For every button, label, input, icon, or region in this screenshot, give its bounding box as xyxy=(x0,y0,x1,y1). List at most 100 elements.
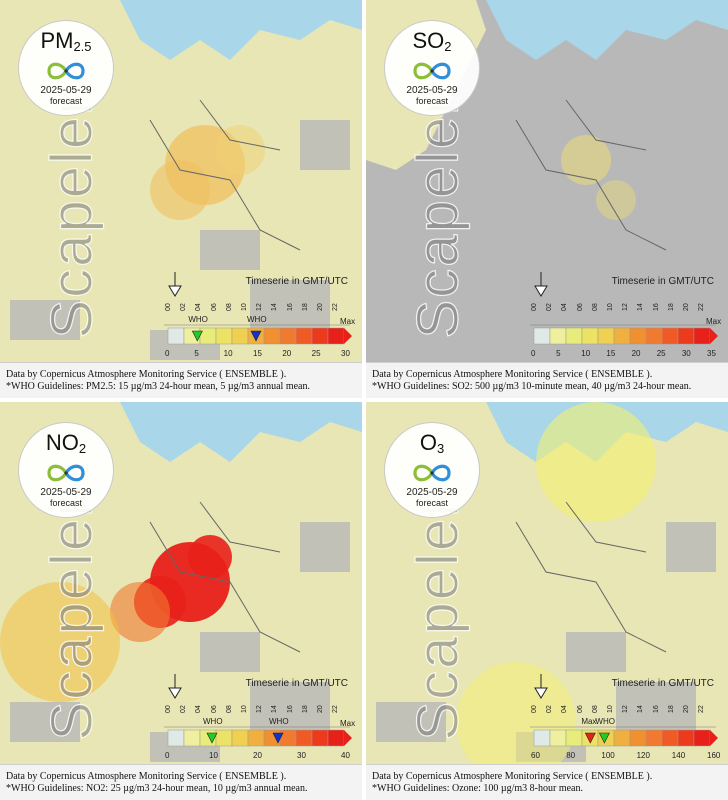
panel-no2: Scapeler NO2 2025-05-29 forecast Timeserie i… xyxy=(0,402,362,800)
scale-tick-label: 30 xyxy=(341,349,350,358)
country-borders xyxy=(515,501,667,653)
scale-swatch xyxy=(295,327,313,345)
hour-label: 08 xyxy=(591,705,599,713)
hour-label: 02 xyxy=(546,303,554,311)
hour-label: 20 xyxy=(317,303,324,311)
scale-swatch xyxy=(167,729,185,747)
scale-swatch xyxy=(565,327,583,345)
scale-swatch xyxy=(167,327,185,345)
hour-label: 20 xyxy=(317,705,324,713)
scale-swatch xyxy=(581,327,599,345)
scale-swatch xyxy=(677,729,695,747)
scale-max-label: Max xyxy=(340,317,355,326)
scale-tick-label: 0 xyxy=(165,349,170,358)
scale-swatch xyxy=(533,327,551,345)
color-scale: Max 0 5 10 15 20 25 30 35 xyxy=(526,312,724,362)
hour-label: 18 xyxy=(301,705,309,713)
hour-label: 10 xyxy=(241,705,248,713)
hour-label: 04 xyxy=(195,303,203,311)
hour-label: 02 xyxy=(546,705,554,713)
scale-swatch xyxy=(199,327,217,345)
who-marker-icon xyxy=(191,330,203,342)
scale-swatch xyxy=(661,729,679,747)
hour-label: 16 xyxy=(652,705,660,713)
hour-label: 04 xyxy=(561,705,569,713)
pollution-hotspot xyxy=(561,135,611,185)
scale-tick-label: 40 xyxy=(341,751,350,760)
who-marker-icon xyxy=(206,732,218,744)
hour-label: 02 xyxy=(180,303,188,311)
scale-tick-label: 25 xyxy=(312,349,321,358)
nodata-patch xyxy=(250,682,330,732)
scale-max-label: Max xyxy=(340,719,355,728)
hour-label: 22 xyxy=(698,303,706,311)
who-marker-label: Max xyxy=(581,717,596,726)
nodata-patch xyxy=(10,300,80,340)
scale-tick-label: 5 xyxy=(194,349,199,358)
caption-who: *WHO Guidelines: PM2.5: 15 µg/m3 24-hour… xyxy=(6,381,310,392)
time-pointer-icon xyxy=(534,272,548,297)
forecast-date: 2025-05-29 xyxy=(406,85,458,96)
who-marker-label: WHO xyxy=(247,315,267,324)
scale-tick-label: 0 xyxy=(165,751,170,760)
scale-max-label: Max xyxy=(706,317,721,326)
pollution-hotspot xyxy=(110,582,170,642)
scale-swatch xyxy=(183,729,201,747)
hour-label: 20 xyxy=(683,303,690,311)
hour-label: 14 xyxy=(637,705,645,713)
hour-label: 16 xyxy=(652,303,660,311)
hour-label: 08 xyxy=(591,303,599,311)
scale-tick-label: 140 xyxy=(672,751,686,760)
brand-watermark: Scapeler xyxy=(405,93,471,339)
nodata-patch xyxy=(200,632,260,672)
forecast-date: 2025-05-29 xyxy=(40,487,92,498)
forecast-mode: forecast xyxy=(415,498,448,508)
who-marker-icon xyxy=(598,732,610,744)
infinity-logo-icon xyxy=(413,464,451,482)
hour-label: 12 xyxy=(622,705,630,713)
hour-label: 16 xyxy=(286,303,294,311)
brand-watermark: Scapeler xyxy=(405,495,471,741)
scale-max-arrow xyxy=(710,730,718,746)
panel-caption: Data by Copernicus Atmosphere Monitoring… xyxy=(366,362,728,398)
scale-swatch xyxy=(231,327,249,345)
scale-swatch xyxy=(645,327,663,345)
nodata-patch xyxy=(376,300,446,340)
scale-max-arrow xyxy=(710,328,718,344)
pollutant-name: SO2 xyxy=(412,28,452,55)
scale-tick-label: 20 xyxy=(632,349,641,358)
hour-label: 16 xyxy=(286,705,294,713)
pollution-hotspot xyxy=(150,160,210,220)
nodata-patch xyxy=(566,632,626,672)
nodata-patch xyxy=(200,230,260,270)
time-pointer-icon xyxy=(168,674,182,699)
nodata-patch xyxy=(616,682,696,732)
scale-tick-label: 20 xyxy=(282,349,291,358)
pollution-hotspot xyxy=(188,535,232,579)
scale-tick-label: 120 xyxy=(637,751,651,760)
nodata-patch xyxy=(376,702,446,742)
who-marker-label: WHO xyxy=(269,717,289,726)
timeserie-label: Timeserie in GMT/UTC xyxy=(245,276,348,287)
color-scale: 60 80 100 120 140 160 Max WHO xyxy=(526,714,724,764)
timeserie-label: Timeserie in GMT/UTC xyxy=(245,678,348,689)
scale-swatch xyxy=(645,729,663,747)
hour-label: 14 xyxy=(271,303,279,311)
hour-label: 08 xyxy=(225,303,233,311)
scale-swatch xyxy=(661,327,679,345)
hour-label: 14 xyxy=(271,705,279,713)
nodata-patch xyxy=(250,280,330,330)
panel-so2: Scapeler SO2 2025-05-29 forecast Timeserie i… xyxy=(366,0,728,398)
scale-max-arrow xyxy=(344,328,352,344)
scale-swatch xyxy=(629,729,647,747)
scale-swatch xyxy=(231,729,249,747)
scale-swatch xyxy=(263,327,281,345)
scale-tick-label: 35 xyxy=(707,349,716,358)
nodata-patch xyxy=(566,230,626,270)
hour-label: 00 xyxy=(531,303,538,311)
hour-label: 00 xyxy=(531,705,538,713)
pollutant-name: O3 xyxy=(419,430,445,457)
scale-tick-label: 160 xyxy=(707,751,721,760)
nodata-patch xyxy=(10,702,80,742)
infinity-logo-icon xyxy=(413,62,451,80)
